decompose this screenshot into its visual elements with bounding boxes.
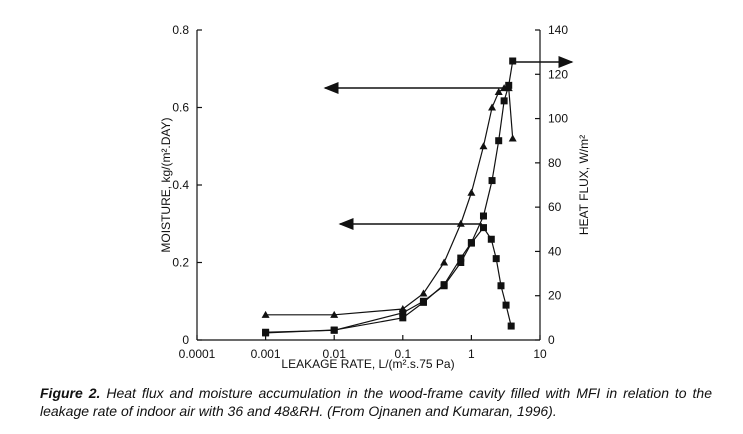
marker-square [330,326,338,334]
y2-tick-label: 120 [548,67,568,81]
series-line [265,60,514,334]
series-line [265,87,514,316]
marker-square [492,255,500,263]
x-tick-label: 1 [468,347,475,361]
y-axis-label: MOISTURE, kg/(m².DAY) [159,117,173,252]
marker-triangle [440,258,449,266]
marker-square [457,259,465,266]
y-tick-label: 0.6 [172,101,189,115]
marker-square [467,239,475,247]
marker-triangle [456,219,465,227]
marker-square [419,298,427,306]
y-tick-label: 0.4 [172,178,189,192]
marker-triangle [467,188,476,196]
marker-square [509,57,517,65]
caption: Figure 2. Heat flux and moisture accumul… [40,384,712,420]
x-axis-label: LEAKAGE RATE, L/(m².s.75 Pa) [281,357,454,371]
y2-tick-label: 140 [548,23,568,37]
y2-tick-label: 20 [548,289,562,303]
marker-square [488,177,496,185]
marker-square [262,329,270,337]
caption-text: Heat flux and moisture accumulation in t… [40,385,712,419]
y-tick-label: 0 [182,333,189,347]
marker-square [479,212,487,220]
marker-square [487,235,495,243]
marker-square [495,137,503,145]
marker-triangle [330,310,339,318]
x-tick-label: 0.0001 [179,347,216,361]
x-tick-label: 0.001 [251,347,281,361]
caption-label: Figure 2. [40,385,101,401]
marker-square [500,97,508,105]
y2-tick-label: 0 [548,333,555,347]
marker-square [440,281,448,289]
marker-square [479,224,487,232]
y2-axis-label: HEAT FLUX, W/m² [577,135,591,235]
y2-tick-label: 60 [548,200,562,214]
marker-square [497,282,505,290]
y-tick-label: 0.2 [172,256,189,270]
marker-square [507,322,515,330]
marker-triangle [419,289,428,297]
marker-triangle [261,310,270,318]
y2-tick-label: 100 [548,112,568,126]
x-tick-label: 10 [533,347,547,361]
marker-square [399,309,407,317]
chart: LEAKAGE RATE, L/(m².s.75 Pa) MOISTURE, k… [159,23,591,371]
y-tick-label: 0.8 [172,23,189,37]
marker-square [399,314,407,322]
marker-square [457,254,465,262]
y2-tick-label: 40 [548,244,562,258]
marker-square [505,81,513,89]
marker-triangle [488,103,497,111]
marker-triangle [479,142,488,150]
y2-tick-label: 80 [548,156,562,170]
x-tick-label: 0.1 [394,347,411,361]
marker-square [502,301,510,309]
marker-triangle [508,134,517,142]
marker-triangle [494,88,503,95]
x-tick-label: 0.01 [323,347,347,361]
